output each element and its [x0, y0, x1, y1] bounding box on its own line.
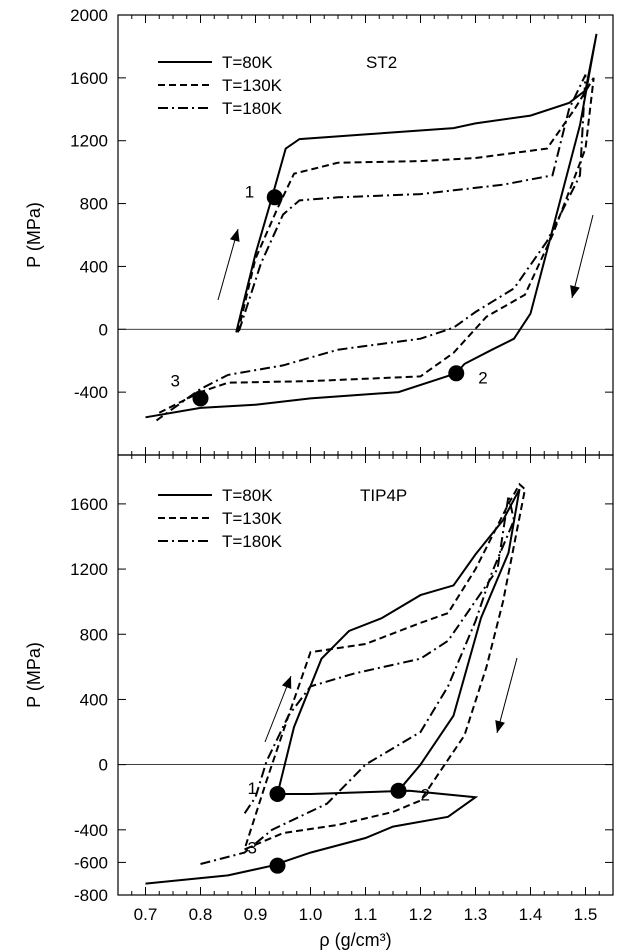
x-tick-label: 1.2: [409, 905, 433, 924]
x-tick-label: 1.4: [519, 905, 543, 924]
y-tick-label: -400: [74, 383, 108, 402]
y-tick-label: -800: [74, 886, 108, 905]
legend-label: T=80K: [222, 53, 273, 72]
legend-label: T=130K: [222, 509, 283, 528]
y-tick-label: -600: [74, 853, 108, 872]
direction-arrow: [496, 657, 518, 734]
state-point-marker: [390, 782, 407, 799]
state-point-label: 1: [248, 779, 257, 798]
x-tick-label: 1.0: [299, 905, 323, 924]
legend-label: T=180K: [222, 532, 283, 551]
state-point-label: 1: [245, 182, 254, 201]
y-tick-label: 0: [99, 756, 108, 775]
state-point-marker: [269, 857, 286, 874]
x-tick-label: 0.9: [244, 905, 268, 924]
series-line: [145, 488, 521, 885]
y-tick-label: 400: [80, 257, 108, 276]
x-tick-label: 0.8: [189, 905, 213, 924]
y-tick-label: 1600: [70, 495, 108, 514]
x-axis-label: ρ (g/cm³): [319, 930, 391, 950]
y-tick-label: 2000: [70, 6, 108, 25]
y-axis-label: P (MPa): [24, 642, 44, 708]
legend-label: T=180K: [222, 99, 283, 118]
direction-arrowhead: [281, 676, 292, 689]
y-tick-label: 800: [80, 195, 108, 214]
series-line: [145, 33, 598, 419]
series-line: [243, 482, 527, 851]
panel-bottom: -800 -600 -400 0 400 800 1200 1600 0.7 0.8 0.9 1.0 1…: [24, 454, 614, 950]
y-tick-label: 1600: [70, 69, 108, 88]
x-tick-label: 1.3: [464, 905, 488, 924]
series-line: [200, 495, 516, 865]
state-point-marker: [269, 785, 286, 802]
y-tick-label: 1200: [70, 560, 108, 579]
direction-arrow: [571, 214, 594, 299]
series-line: [156, 77, 595, 415]
legend-label: T=130K: [222, 76, 283, 95]
plot-frame: [117, 14, 614, 456]
legend-label: T=80K: [222, 486, 273, 505]
x-tick-label: 1.1: [354, 905, 378, 924]
y-tick-label: 1200: [70, 132, 108, 151]
panel-top: -400 0 400 800 1200 1600 2000 P (MPa) 1 2 3 T=80K T=…: [24, 6, 614, 456]
direction-arrowhead: [229, 229, 240, 242]
state-point-marker: [192, 390, 209, 407]
state-point-label: 2: [421, 786, 430, 805]
direction-arrowhead: [495, 720, 505, 733]
state-point-label: 3: [171, 371, 180, 390]
y-tick-label: 400: [80, 690, 108, 709]
panel-title: ST2: [366, 53, 397, 72]
y-axis-label: P (MPa): [24, 202, 44, 268]
state-point-marker: [448, 365, 465, 382]
series-line: [155, 74, 587, 422]
direction-arrowhead: [570, 285, 580, 298]
y-tick-label: 800: [80, 625, 108, 644]
x-tick-label: 1.5: [574, 905, 598, 924]
state-point-marker: [266, 189, 283, 206]
panel-title: TIP4P: [360, 486, 407, 505]
y-tick-label: 0: [99, 320, 108, 339]
state-point-label: 3: [248, 839, 257, 858]
plot-frame: [117, 454, 614, 896]
direction-arrow: [217, 228, 239, 301]
state-point-label: 2: [478, 368, 487, 387]
y-tick-label: -400: [74, 821, 108, 840]
x-tick-label: 0.7: [134, 905, 158, 924]
